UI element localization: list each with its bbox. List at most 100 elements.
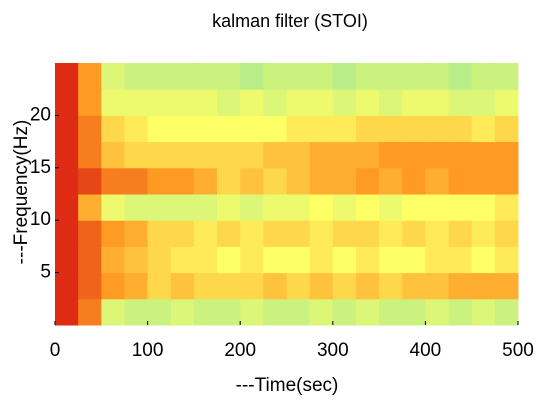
heat-cell [402, 115, 426, 143]
heat-cell [101, 63, 125, 90]
heat-cell [448, 141, 473, 169]
heat-cell [286, 89, 311, 116]
heat-cell [147, 167, 172, 195]
x-tick-label: 0 [50, 340, 61, 361]
heat-cell [55, 141, 79, 169]
heat-cell [193, 89, 218, 116]
heat-cell [309, 298, 334, 326]
heat-cell [147, 89, 172, 116]
heat-cell [78, 63, 102, 90]
heat-cell [355, 63, 380, 90]
heat-cell [240, 89, 264, 116]
heat-cell [55, 220, 79, 247]
heat-cell [332, 220, 357, 247]
heat-cell [124, 298, 149, 326]
heat-cell [78, 298, 102, 326]
heat-cell [170, 63, 195, 90]
heat-cell [217, 272, 241, 300]
heat-cell [425, 298, 450, 326]
heat-cell [170, 246, 195, 274]
heat-cell [471, 220, 496, 247]
x-tick-label: 500 [502, 340, 534, 361]
heat-cell [286, 194, 311, 221]
heat-cell [448, 298, 473, 326]
heat-cell [55, 63, 79, 90]
heat-cell [78, 141, 102, 169]
heat-cell [124, 194, 149, 221]
heat-cell [286, 220, 311, 247]
heat-cell [309, 63, 334, 90]
heat-cell [309, 167, 334, 195]
heat-cell [263, 246, 287, 274]
heat-cell [494, 220, 519, 247]
heat-cell [471, 89, 496, 116]
heat-cell [263, 167, 287, 195]
heat-cell [309, 246, 334, 274]
y-tick-label: 5 [40, 262, 51, 283]
heat-cell [355, 115, 380, 143]
heat-cell [263, 115, 287, 143]
heat-cell [379, 89, 403, 116]
heat-cell [147, 272, 172, 300]
heat-cell [425, 115, 450, 143]
heat-cell [170, 115, 195, 143]
heat-cell [332, 89, 357, 116]
heat-cell [332, 194, 357, 221]
heat-cell [263, 89, 287, 116]
heat-cell [124, 115, 149, 143]
heat-cell [494, 298, 519, 326]
heat-cell [402, 272, 426, 300]
heat-cell [147, 63, 172, 90]
heat-cell [471, 167, 496, 195]
y-tick-label: 10 [30, 209, 51, 230]
heat-cell [332, 246, 357, 274]
heat-cell [471, 115, 496, 143]
heat-cell [355, 220, 380, 247]
heat-cell [286, 298, 311, 326]
heat-cell [101, 298, 125, 326]
heat-cell [402, 89, 426, 116]
heat-cell [101, 89, 125, 116]
heat-cell [355, 298, 380, 326]
heat-cell [425, 141, 450, 169]
heat-cell [332, 141, 357, 169]
heat-cell [332, 167, 357, 195]
heat-cell [240, 194, 264, 221]
heat-cell [170, 167, 195, 195]
heat-cell [193, 246, 218, 274]
heat-cell [425, 167, 450, 195]
heat-cell [402, 298, 426, 326]
heat-cell [309, 272, 334, 300]
heat-cell [240, 298, 264, 326]
heat-cell [355, 194, 380, 221]
heat-cell [55, 272, 79, 300]
heat-cell [402, 63, 426, 90]
heat-cell [379, 141, 403, 169]
chart-title: kalman filter (STOI) [212, 11, 368, 31]
heat-cell [193, 63, 218, 90]
heat-cell [471, 141, 496, 169]
heat-cell [124, 141, 149, 169]
heat-cell [263, 220, 287, 247]
heat-cell [355, 89, 380, 116]
heat-cell [147, 298, 172, 326]
heat-cell [217, 220, 241, 247]
heat-cell [332, 298, 357, 326]
heat-cell [286, 167, 311, 195]
heat-cell [309, 141, 334, 169]
heat-cell [240, 141, 264, 169]
heat-cell [217, 194, 241, 221]
heat-cell [55, 167, 79, 195]
heat-cell [263, 194, 287, 221]
heat-cell [355, 272, 380, 300]
heat-cell [217, 167, 241, 195]
heat-cell [78, 115, 102, 143]
heat-cell [402, 194, 426, 221]
heat-cell [471, 194, 496, 221]
heat-cell [240, 272, 264, 300]
heat-cell [240, 115, 264, 143]
heat-cell [425, 220, 450, 247]
heat-cell [55, 298, 79, 326]
heat-cell [425, 89, 450, 116]
heat-cell [217, 63, 241, 90]
